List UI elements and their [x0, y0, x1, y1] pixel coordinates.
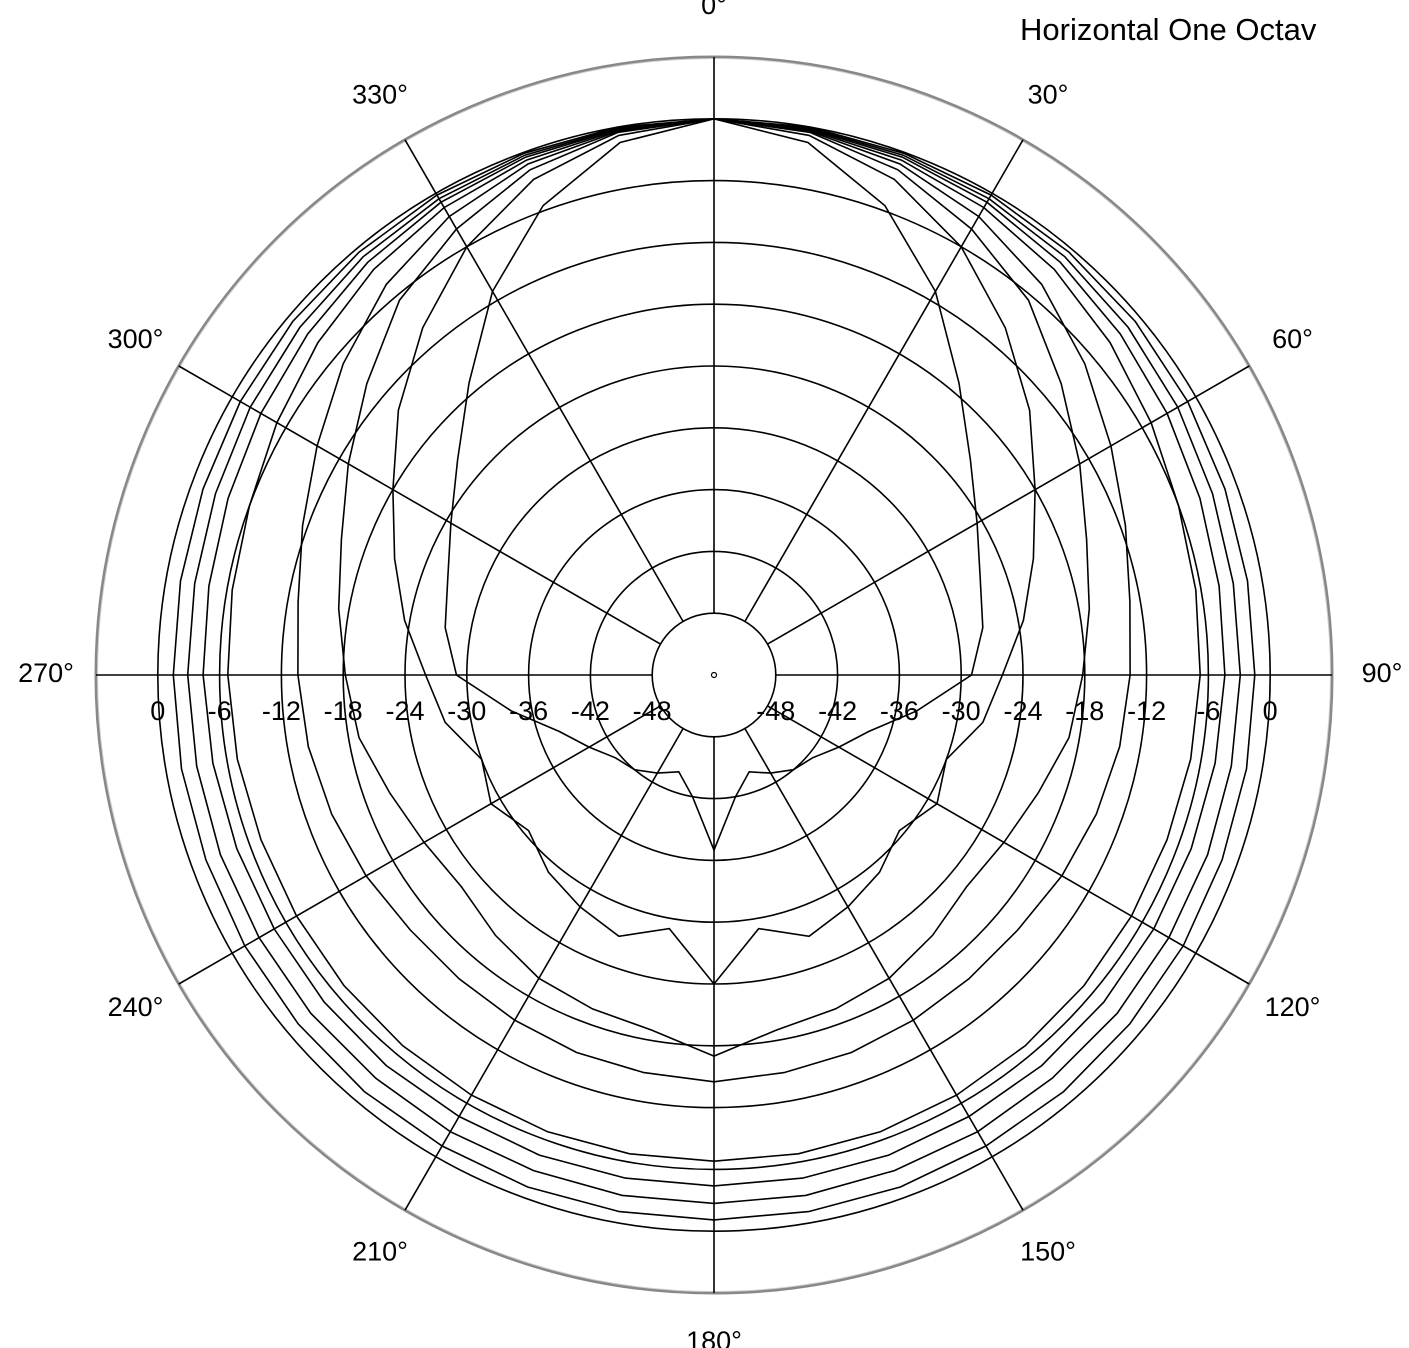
r-tick-label: 0 — [150, 696, 165, 726]
theta-tick-label: 300° — [108, 324, 164, 354]
theta-tick-label: 30° — [1028, 80, 1069, 110]
r-tick-label: -18 — [324, 696, 363, 726]
r-tick-label: -24 — [385, 696, 424, 726]
r-tick-label: -42 — [571, 696, 610, 726]
spoke — [767, 705, 1250, 985]
chart-title: Horizontal One Octav — [1020, 12, 1317, 47]
theta-tick-label: 90° — [1362, 658, 1403, 688]
r-tick-label: -6 — [1196, 696, 1220, 726]
r-tick-label: -12 — [1127, 696, 1166, 726]
theta-tick-label: 210° — [352, 1237, 408, 1267]
theta-tick-label: 180° — [686, 1326, 742, 1348]
r-tick-label: -36 — [880, 696, 919, 726]
theta-tick-label: 60° — [1272, 324, 1313, 354]
r-tick-label: -6 — [208, 696, 232, 726]
spoke — [178, 365, 661, 645]
spoke — [767, 365, 1250, 645]
theta-tick-label: 270° — [18, 658, 74, 688]
series-line — [444, 117, 984, 853]
spoke — [178, 705, 661, 985]
spoke — [404, 728, 684, 1211]
series-line — [186, 117, 1242, 1205]
theta-tick-label: 330° — [352, 80, 408, 110]
series-line — [202, 117, 1226, 1187]
center-dot — [710, 671, 718, 679]
spoke — [404, 139, 684, 622]
series-line — [392, 117, 1036, 986]
r-tick-label: 0 — [1263, 696, 1278, 726]
theta-tick-label: 0° — [701, 0, 727, 20]
series-line — [297, 117, 1131, 1083]
r-tick-label: -36 — [509, 696, 548, 726]
r-tick-label: -12 — [262, 696, 301, 726]
theta-tick-label: 120° — [1265, 992, 1321, 1022]
r-tick-label: -30 — [942, 696, 981, 726]
series-line — [337, 117, 1091, 1057]
theta-tick-label: 240° — [108, 992, 164, 1022]
theta-tick-label: 150° — [1020, 1237, 1076, 1267]
r-tick-label: -24 — [1003, 696, 1042, 726]
spoke — [744, 139, 1024, 622]
r-tick-label: -30 — [447, 696, 486, 726]
series-line — [172, 117, 1256, 1221]
r-tick-label: -18 — [1065, 696, 1104, 726]
series-line — [226, 117, 1202, 1163]
spoke — [744, 728, 1024, 1211]
r-tick-label: -42 — [818, 696, 857, 726]
